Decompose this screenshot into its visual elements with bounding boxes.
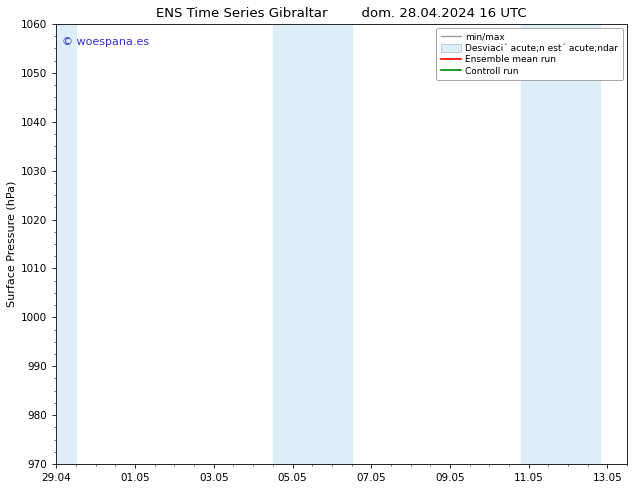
Bar [521, 24, 600, 464]
Bar [53, 24, 76, 464]
Legend: min/max, Desviaci´ acute;n est´ acute;ndar, Ensemble mean run, Controll run: min/max, Desviaci´ acute;n est´ acute;nd… [436, 28, 623, 80]
Text: © woespana.es: © woespana.es [62, 37, 149, 47]
Y-axis label: Surface Pressure (hPa): Surface Pressure (hPa) [7, 181, 17, 307]
Title: ENS Time Series Gibraltar        dom. 28.04.2024 16 UTC: ENS Time Series Gibraltar dom. 28.04.202… [157, 7, 527, 20]
Bar [273, 24, 352, 464]
